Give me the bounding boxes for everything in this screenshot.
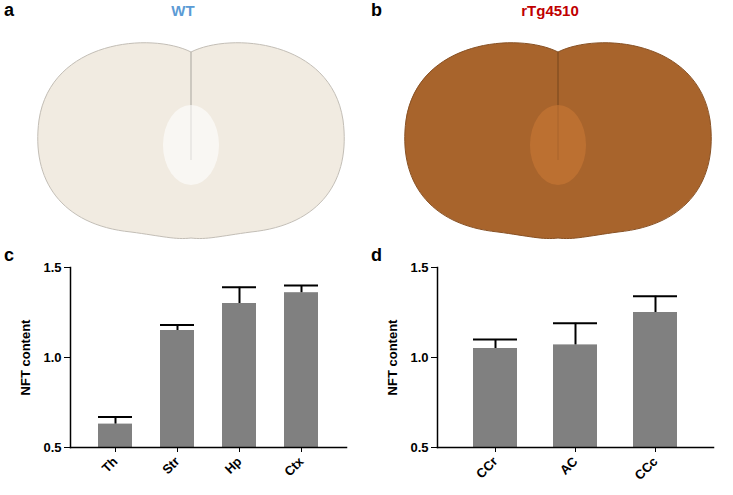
svg-text:1.0: 1.0 [43, 350, 61, 365]
html-text:c: c [4, 245, 14, 265]
svg-text:Ctx: Ctx [281, 453, 307, 479]
svg-text:1.5: 1.5 [43, 260, 61, 275]
html-text:d: d [371, 245, 382, 265]
svg-text:CCc: CCc [632, 454, 661, 483]
html-text:a: a [4, 0, 14, 20]
svg-text:Th: Th [99, 454, 121, 476]
svg-text:Hp: Hp [222, 454, 245, 477]
svg-text:NFT content: NFT content [18, 319, 33, 395]
svg-text:CCr: CCr [473, 454, 500, 481]
svg-text:NFT content: NFT content [385, 319, 400, 395]
svg-text:0.5: 0.5 [43, 440, 61, 455]
svg-text:Str: Str [159, 454, 182, 477]
html-text:WT: WT [171, 2, 195, 19]
svg-text:1.0: 1.0 [410, 350, 428, 365]
svg-text:1.5: 1.5 [410, 260, 428, 275]
svg-text:0.5: 0.5 [410, 440, 428, 455]
svg-text:AC: AC [557, 453, 581, 477]
html-text:rTg4510: rTg4510 [521, 2, 579, 19]
html-text:b: b [371, 0, 382, 20]
